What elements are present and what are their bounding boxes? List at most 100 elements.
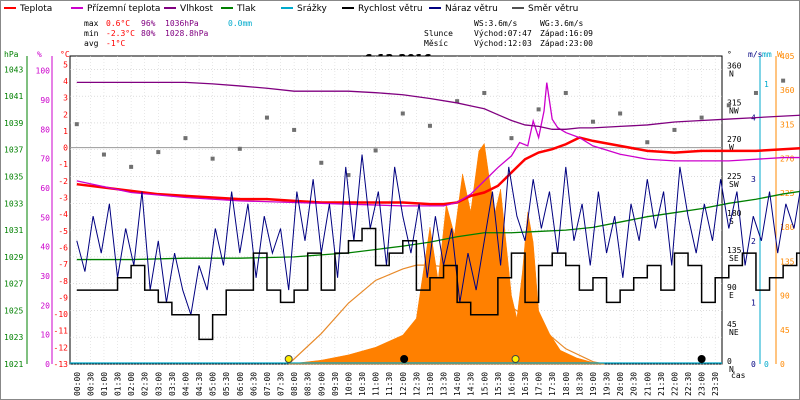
rain-tick: 1: [764, 80, 769, 89]
sunrise-time: Východ:07:47: [474, 29, 532, 38]
x-tick-label: 06:00: [236, 372, 245, 396]
wind-dir-point: [237, 146, 242, 151]
x-tick-label: 08:30: [304, 372, 313, 396]
x-tick-label: 08:00: [290, 372, 299, 396]
wind-dir-point: [101, 152, 106, 157]
x-tick-label: 23:00: [698, 372, 707, 396]
wind-dir-point: [753, 90, 758, 95]
legend-label: Srážky: [297, 4, 328, 14]
wind-speed-unit: m/s: [748, 50, 763, 59]
legend-item-4: Srážky: [281, 4, 328, 14]
temperature-tick: 2: [63, 110, 68, 119]
pressure-tick: 1041: [4, 92, 23, 101]
humidity-tick: 60: [40, 184, 50, 193]
x-tick-label: 22:00: [670, 372, 679, 396]
direction-tick: 225: [727, 172, 742, 181]
x-tick-label: 14:30: [467, 372, 476, 396]
legend-label: Vlhkost: [180, 4, 213, 14]
wind-speed-info: WS:3.6m/s: [474, 19, 518, 28]
direction-tick: 135: [727, 246, 742, 255]
temperature-tick: 4: [63, 77, 68, 86]
x-tick-label: 10:30: [358, 372, 367, 396]
wind-dir-point: [74, 122, 79, 127]
compass-tick: N: [729, 365, 734, 374]
legend-item-5: Rychlost větru: [342, 4, 423, 14]
moonset-icon: [697, 355, 706, 363]
sunset-icon: [511, 355, 520, 363]
x-tick-label: 00:30: [86, 372, 95, 396]
stats-max-rain: 0.0mm: [228, 19, 252, 28]
direction-tick: 180: [727, 209, 742, 218]
wind-dir-point: [672, 127, 677, 132]
humidity-tick: 50: [40, 213, 50, 222]
solar-tick: 405: [780, 52, 795, 61]
plot-area: 00:00 00:30 01:00 01:30 02:00 02:30 03:00 03:30…: [4, 52, 800, 396]
legend-item-6: Náraz větru: [429, 4, 498, 14]
pressure-tick: 1043: [4, 65, 23, 74]
wind-speed-tick: 3: [751, 175, 756, 184]
x-tick-label: 19:00: [589, 372, 598, 396]
plot-border: [69, 55, 723, 365]
x-tick-label: 19:30: [603, 372, 612, 396]
x-tick-label: 18:00: [562, 372, 571, 396]
rain-unit: mm: [762, 50, 772, 59]
stats-block: max min avg 0.6°C -2.3°C -1°C 96% 80% 10…: [84, 19, 252, 48]
legend-label: Tlak: [236, 4, 257, 14]
stats-max-label: max: [84, 19, 99, 28]
temperature-tick: -10: [54, 310, 69, 319]
solar-tick: 45: [780, 326, 790, 335]
x-tick-label: 09:30: [331, 372, 340, 396]
pressure-tick: 1039: [4, 119, 23, 128]
legend-label: Přízemní teplota: [87, 4, 160, 14]
wind-dir-point: [346, 173, 351, 178]
x-tick-label: 01:30: [114, 372, 123, 396]
stats-min-temp: -2.3°C: [106, 29, 135, 38]
compass-tick: SW: [729, 180, 739, 189]
pressure-tick: 1021: [4, 360, 23, 369]
humidity-tick: 30: [40, 272, 50, 281]
x-tick-label: 23:30: [711, 372, 720, 396]
solar-tick: 180: [780, 223, 795, 232]
temperature-tick: -1: [58, 160, 68, 169]
x-tick-label: 11:00: [372, 372, 381, 396]
pressure-tick: 1023: [4, 333, 23, 342]
humidity-unit: %: [37, 50, 42, 59]
x-tick-label: 12:30: [412, 372, 421, 396]
solar-tick: 315: [780, 120, 795, 129]
x-tick-label: 16:30: [521, 372, 530, 396]
x-tick-label: 02:00: [127, 372, 136, 396]
solar-tick: 90: [780, 292, 790, 301]
x-tick-label: 04:00: [181, 372, 190, 396]
temperature-tick: -3: [58, 194, 68, 203]
legend-label: Teplota: [19, 4, 52, 14]
x-tick-label: 11:30: [385, 372, 394, 396]
wind-dir-point: [427, 123, 432, 128]
x-tick-label: 07:00: [263, 372, 272, 396]
x-tick-label: 13:30: [440, 372, 449, 396]
wind-dir-point: [590, 119, 595, 124]
x-tick-label: 14:00: [453, 372, 462, 396]
x-tick-label: 17:30: [548, 372, 557, 396]
x-tick-label: 16:00: [507, 372, 516, 396]
legend: Teplota Přízemní teplota Vlhkost Tlak Srážky…: [4, 4, 578, 14]
wind-dir-point: [264, 115, 269, 120]
x-tick-label: 00:00: [73, 372, 82, 396]
wind-dir-point: [509, 136, 514, 141]
pressure-tick: 1037: [4, 146, 23, 155]
humidity-tick: 20: [40, 301, 50, 310]
pressure-tick: 1029: [4, 253, 23, 262]
legend-label: Směr větru: [528, 4, 578, 14]
x-tick-label: 18:30: [575, 372, 584, 396]
legend-item-2: Vlhkost: [164, 4, 213, 14]
wind-dir-point: [400, 111, 405, 116]
direction-tick: 45: [727, 320, 737, 329]
temperature-tick: -5: [58, 227, 68, 236]
series-line-2: [76, 81, 800, 130]
humidity-tick: 40: [40, 243, 50, 252]
x-tick-label: 13:00: [426, 372, 435, 396]
legend-label: Rychlost větru: [358, 4, 423, 14]
wind-dir-point: [536, 107, 541, 112]
x-tick-label: 10:00: [344, 372, 353, 396]
humidity-tick: 70: [40, 155, 50, 164]
temperature-tick: 0: [63, 144, 68, 153]
